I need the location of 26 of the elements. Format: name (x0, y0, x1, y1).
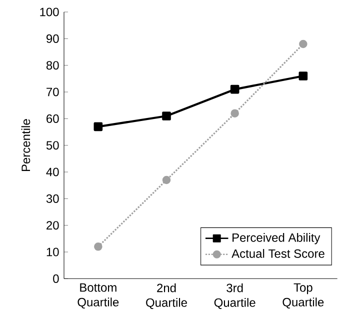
y-tick-label: 40 (46, 168, 59, 176)
x-tick-label: Top Quartile (282, 283, 324, 309)
point (230, 109, 239, 118)
point (162, 176, 171, 184)
point (94, 122, 103, 132)
y-axis-title: Percentile (21, 119, 30, 172)
y-tick-label: 80 (46, 61, 59, 70)
legend-label: Actual Test Score (232, 249, 324, 258)
point (298, 72, 308, 80)
x-tick-label: 2nd Quartile (146, 283, 187, 309)
y-tick-label: 20 (46, 221, 59, 230)
y-tick-label: 30 (46, 194, 59, 203)
point (299, 40, 308, 48)
y-tick-label: 50 (46, 141, 59, 150)
legend-label: Perceived Ability (232, 233, 320, 244)
x-tick-label: Bottom Quartile (78, 283, 119, 309)
y-tick-label: 90 (46, 34, 59, 43)
y-tick-label: 70 (46, 88, 59, 96)
point (162, 112, 171, 120)
y-tick-label: 100 (40, 8, 59, 16)
point (94, 242, 102, 251)
y-tick-label: 0 (53, 274, 59, 283)
y-tick-label: 10 (46, 248, 59, 256)
y-tick-label: 60 (46, 114, 59, 123)
x-tick-label: 3rd Quartile (214, 283, 256, 309)
point (230, 84, 240, 94)
